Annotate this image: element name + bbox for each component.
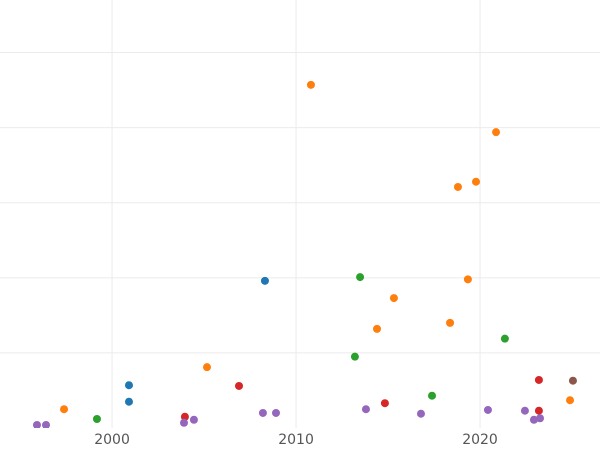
point bbox=[92, 414, 101, 423]
point bbox=[32, 420, 41, 428]
x-tick-label: 2000 bbox=[94, 432, 130, 448]
point bbox=[500, 334, 509, 343]
point bbox=[373, 324, 382, 333]
point bbox=[258, 408, 267, 417]
point bbox=[179, 418, 188, 427]
point bbox=[492, 128, 501, 137]
point bbox=[60, 405, 69, 414]
point bbox=[483, 405, 492, 414]
point bbox=[361, 405, 370, 414]
point bbox=[566, 396, 575, 405]
point bbox=[446, 318, 455, 327]
point bbox=[416, 409, 425, 418]
grid bbox=[0, 0, 600, 428]
point bbox=[356, 273, 365, 282]
point bbox=[536, 414, 545, 423]
point bbox=[534, 406, 543, 415]
point bbox=[534, 375, 543, 384]
point bbox=[260, 276, 269, 285]
point bbox=[124, 381, 133, 390]
point bbox=[271, 408, 280, 417]
point bbox=[180, 412, 189, 421]
point bbox=[471, 177, 480, 186]
point bbox=[350, 352, 359, 361]
point bbox=[428, 391, 437, 400]
x-tick-label: 2010 bbox=[278, 432, 314, 448]
x-tick-label: 2020 bbox=[462, 432, 498, 448]
point bbox=[389, 294, 398, 303]
point bbox=[529, 415, 538, 424]
point bbox=[520, 406, 529, 415]
point bbox=[235, 381, 244, 390]
point bbox=[189, 415, 198, 424]
point bbox=[453, 182, 462, 191]
point bbox=[463, 275, 472, 284]
point bbox=[568, 376, 577, 385]
point bbox=[41, 420, 50, 428]
point bbox=[202, 363, 211, 372]
point bbox=[380, 399, 389, 408]
point bbox=[306, 80, 315, 89]
points bbox=[32, 80, 577, 428]
point bbox=[124, 397, 133, 406]
